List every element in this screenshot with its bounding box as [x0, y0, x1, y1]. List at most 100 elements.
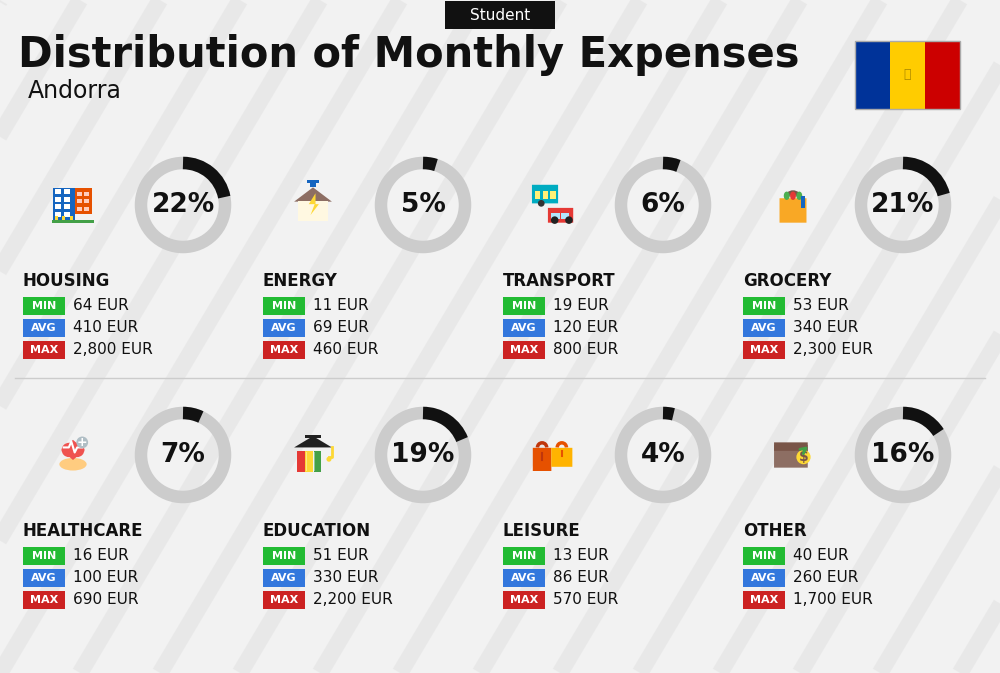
- Text: 19%: 19%: [391, 442, 455, 468]
- FancyBboxPatch shape: [743, 547, 785, 565]
- Text: 1,700 EUR: 1,700 EUR: [793, 592, 873, 608]
- Circle shape: [70, 443, 84, 457]
- Text: MIN: MIN: [32, 551, 56, 561]
- Text: 22%: 22%: [151, 192, 215, 218]
- Text: EDUCATION: EDUCATION: [263, 522, 371, 540]
- Bar: [70, 216, 73, 221]
- Circle shape: [796, 450, 811, 464]
- Bar: [535, 190, 540, 199]
- Ellipse shape: [796, 192, 802, 200]
- Text: 7%: 7%: [161, 442, 205, 468]
- FancyBboxPatch shape: [743, 569, 785, 587]
- Bar: [855, 41, 890, 109]
- Bar: [551, 213, 560, 219]
- Bar: [84, 207, 89, 211]
- Bar: [84, 199, 89, 203]
- Bar: [53, 188, 75, 221]
- FancyBboxPatch shape: [532, 185, 558, 203]
- Text: GROCERY: GROCERY: [743, 272, 831, 290]
- Text: 4%: 4%: [641, 442, 685, 468]
- Bar: [925, 41, 960, 109]
- Text: Student: Student: [470, 7, 530, 22]
- Circle shape: [76, 437, 88, 448]
- Bar: [855, 41, 960, 109]
- Text: Distribution of Monthly Expenses: Distribution of Monthly Expenses: [18, 34, 800, 76]
- FancyBboxPatch shape: [551, 448, 572, 467]
- FancyBboxPatch shape: [503, 547, 545, 565]
- FancyBboxPatch shape: [743, 319, 785, 337]
- Text: 800 EUR: 800 EUR: [553, 343, 618, 357]
- Text: AVG: AVG: [751, 573, 777, 583]
- Polygon shape: [309, 193, 319, 215]
- Text: 460 EUR: 460 EUR: [313, 343, 378, 357]
- Bar: [77, 207, 82, 211]
- FancyBboxPatch shape: [548, 208, 573, 223]
- Text: 11 EUR: 11 EUR: [313, 299, 369, 314]
- Bar: [561, 213, 569, 219]
- Bar: [314, 451, 321, 472]
- Bar: [298, 201, 328, 221]
- Text: MIN: MIN: [272, 551, 296, 561]
- Circle shape: [565, 216, 573, 224]
- Bar: [55, 216, 58, 221]
- Text: AVG: AVG: [271, 323, 297, 333]
- Text: AVG: AVG: [511, 573, 537, 583]
- Text: 5%: 5%: [401, 192, 445, 218]
- FancyBboxPatch shape: [263, 341, 305, 359]
- Text: MAX: MAX: [30, 595, 58, 605]
- FancyBboxPatch shape: [743, 297, 785, 315]
- Text: 2,200 EUR: 2,200 EUR: [313, 592, 393, 608]
- Text: 🛡: 🛡: [904, 69, 911, 81]
- Text: AVG: AVG: [271, 573, 297, 583]
- Bar: [297, 451, 305, 472]
- FancyBboxPatch shape: [263, 547, 305, 565]
- Text: 21%: 21%: [871, 192, 935, 218]
- Text: 16%: 16%: [871, 442, 935, 468]
- Text: 19 EUR: 19 EUR: [553, 299, 609, 314]
- Text: MIN: MIN: [272, 301, 296, 311]
- Text: 51 EUR: 51 EUR: [313, 548, 369, 563]
- Text: MAX: MAX: [30, 345, 58, 355]
- Bar: [550, 190, 556, 199]
- Text: 69 EUR: 69 EUR: [313, 320, 369, 336]
- Text: MAX: MAX: [510, 595, 538, 605]
- Text: AVG: AVG: [31, 573, 57, 583]
- Text: AVG: AVG: [751, 323, 777, 333]
- Text: 6%: 6%: [641, 192, 685, 218]
- FancyBboxPatch shape: [23, 297, 65, 315]
- Text: MIN: MIN: [512, 551, 536, 561]
- Bar: [64, 189, 70, 194]
- FancyBboxPatch shape: [23, 569, 65, 587]
- Bar: [64, 212, 70, 217]
- Bar: [55, 204, 61, 209]
- FancyBboxPatch shape: [774, 442, 808, 451]
- Text: 410 EUR: 410 EUR: [73, 320, 138, 336]
- Text: MAX: MAX: [270, 595, 298, 605]
- Bar: [801, 196, 805, 209]
- FancyBboxPatch shape: [743, 591, 785, 609]
- Text: TRANSPORT: TRANSPORT: [503, 272, 616, 290]
- Text: 340 EUR: 340 EUR: [793, 320, 858, 336]
- Text: 570 EUR: 570 EUR: [553, 592, 618, 608]
- FancyBboxPatch shape: [263, 569, 305, 587]
- Bar: [55, 189, 61, 194]
- Bar: [77, 199, 82, 203]
- Text: MAX: MAX: [750, 595, 778, 605]
- Bar: [64, 197, 70, 202]
- Text: 120 EUR: 120 EUR: [553, 320, 618, 336]
- Text: 16 EUR: 16 EUR: [73, 548, 129, 563]
- Bar: [55, 197, 61, 202]
- FancyBboxPatch shape: [503, 319, 545, 337]
- Bar: [542, 190, 548, 199]
- Text: 690 EUR: 690 EUR: [73, 592, 138, 608]
- Text: 64 EUR: 64 EUR: [73, 299, 129, 314]
- Text: MAX: MAX: [270, 345, 298, 355]
- Text: HEALTHCARE: HEALTHCARE: [23, 522, 144, 540]
- Text: MIN: MIN: [512, 301, 536, 311]
- Text: 330 EUR: 330 EUR: [313, 571, 378, 586]
- Bar: [307, 180, 310, 183]
- Ellipse shape: [59, 458, 87, 470]
- FancyBboxPatch shape: [445, 1, 555, 29]
- FancyBboxPatch shape: [23, 319, 65, 337]
- Text: AVG: AVG: [31, 323, 57, 333]
